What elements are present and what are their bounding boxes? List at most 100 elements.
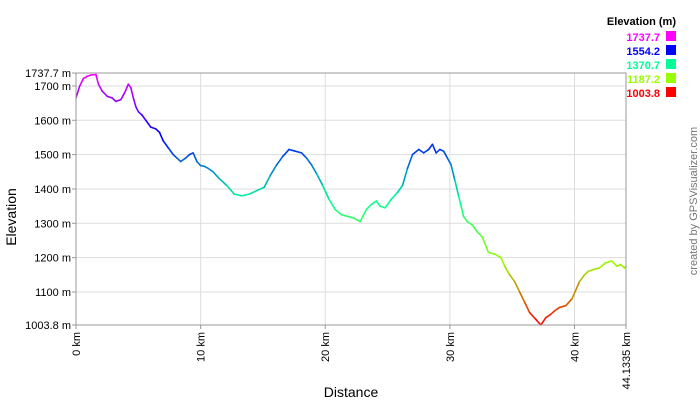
elevation-line-segment xyxy=(275,155,284,166)
elevation-line-segment xyxy=(411,148,420,156)
elevation-line-segment xyxy=(401,167,409,187)
elevation-line-segment xyxy=(513,280,521,293)
elevation-line-segment xyxy=(528,311,537,321)
elevation-line-segment xyxy=(101,90,108,98)
elevation-line-segment xyxy=(248,189,258,195)
elevation-line-segment xyxy=(282,148,290,158)
elevation-line-segment xyxy=(471,224,479,233)
elevation-line-segment xyxy=(450,164,456,182)
elevation-line-segment xyxy=(545,313,552,319)
elevation-line-segment xyxy=(611,260,618,268)
elevation-line-segment xyxy=(431,143,437,154)
elevation-line-segment xyxy=(141,114,147,122)
x-axis-title: Distance xyxy=(324,384,379,400)
elevation-line-segment xyxy=(571,280,581,300)
elevation-line-segment xyxy=(78,77,85,87)
elevation-line-segment xyxy=(95,73,100,86)
elevation-line-segment xyxy=(149,126,157,130)
elevation-line-segment xyxy=(294,150,303,154)
elevation-line-segment xyxy=(97,83,103,92)
elevation-line-segment xyxy=(493,253,502,259)
legend-swatch xyxy=(666,45,676,55)
elevation-line-segment xyxy=(365,203,373,211)
y-tick-label: 1100 m xyxy=(35,287,71,299)
elevation-line-segment xyxy=(550,310,556,316)
legend-swatch xyxy=(666,31,676,41)
x-tick-label: 30 km xyxy=(445,332,457,362)
elevation-line-segment xyxy=(255,186,265,192)
elevation-line-segment xyxy=(328,198,337,211)
elevation-line-segment xyxy=(353,217,361,223)
elevation-line-segment xyxy=(481,236,490,254)
legend-entry-label: 1370.7 xyxy=(626,60,660,72)
elevation-line-segment xyxy=(192,152,198,163)
elevation-line-segment xyxy=(240,193,251,197)
elevation-line-segment xyxy=(417,148,425,154)
elevation-line-segment xyxy=(115,98,122,103)
elevation-line-segment xyxy=(359,208,368,223)
x-tick-label: 44.1335 km xyxy=(621,332,633,389)
elevation-line-segment xyxy=(446,157,452,166)
elevation-line-segment xyxy=(340,213,349,218)
plot-frame xyxy=(75,72,627,326)
elevation-line-segment xyxy=(76,85,81,99)
elevation-line-segment xyxy=(315,172,324,187)
x-tick-label: 0 km xyxy=(71,332,83,356)
elevation-line-segment xyxy=(375,200,381,207)
y-tick-label: 1500 m xyxy=(34,150,71,162)
y-tick-label: 1600 m xyxy=(34,115,71,127)
x-tick-label: 40 km xyxy=(569,332,581,362)
elevation-line-segment xyxy=(111,97,117,103)
elevation-line-segment xyxy=(334,208,343,216)
elevation-line-segment xyxy=(466,220,474,226)
elevation-line-segment xyxy=(120,92,126,101)
elevation-line-segment xyxy=(288,148,297,152)
elevation-line-segment xyxy=(123,83,130,94)
elevation-line-segment xyxy=(167,146,175,156)
elevation-line-segment xyxy=(508,273,516,283)
elevation-line-segment xyxy=(564,298,573,307)
legend-entry-label: 1737.7 xyxy=(626,32,660,44)
elevation-line-segment xyxy=(144,119,152,128)
elevation-line-segment xyxy=(487,251,496,255)
y-tick-label: 1700 m xyxy=(34,81,71,93)
elevation-line-segment xyxy=(435,148,441,154)
elevation-line-segment xyxy=(427,143,434,151)
elevation-line-segment xyxy=(212,170,221,180)
elevation-line-segment xyxy=(457,195,462,207)
elevation-line-segment xyxy=(154,128,161,134)
y-axis-title: Elevation xyxy=(3,188,19,246)
elevation-line-segment xyxy=(390,191,399,201)
elevation-line-segment xyxy=(305,157,313,166)
elevation-line-segment xyxy=(106,95,113,99)
elevation-line-segment xyxy=(583,270,589,276)
elevation-line-segment xyxy=(321,184,330,201)
elevation-line-segment xyxy=(422,148,430,154)
elevation-line-segment xyxy=(587,268,594,273)
elevation-line-segment xyxy=(503,265,511,276)
x-axis-ticks: 0 km 10 km 20 km 30 km 40 km 44.1335 km xyxy=(71,325,633,389)
elevation-line-segment xyxy=(300,152,308,159)
elevation-line-segment xyxy=(558,304,567,309)
elevation-line-segment xyxy=(184,153,191,159)
legend: Elevation (m) 1737.7 1554.2 1370.7 1187.2 10… xyxy=(607,16,676,100)
elevation-line-segment xyxy=(310,164,318,175)
elevation-line-segment xyxy=(176,157,182,163)
elevation-line-segment xyxy=(162,140,170,149)
elevation-line-segment xyxy=(370,200,378,206)
elevation-line-segment xyxy=(540,316,547,325)
elevation-line-segment xyxy=(476,231,484,238)
elevation-line-segment xyxy=(598,261,607,269)
elevation-line-segment xyxy=(460,205,465,218)
elevation-line-segment xyxy=(172,153,178,159)
legend-swatch xyxy=(666,87,676,97)
elevation-line-segment xyxy=(604,260,613,264)
elevation-line-segment xyxy=(269,164,278,177)
elevation-line-segment xyxy=(233,193,243,197)
elevation-line-segment xyxy=(462,215,469,223)
elevation-line-segment xyxy=(379,205,386,209)
x-tick-label: 20 km xyxy=(320,332,332,362)
elevation-line-segment xyxy=(384,198,393,209)
y-tick-label: 1003.8 m xyxy=(25,320,71,332)
